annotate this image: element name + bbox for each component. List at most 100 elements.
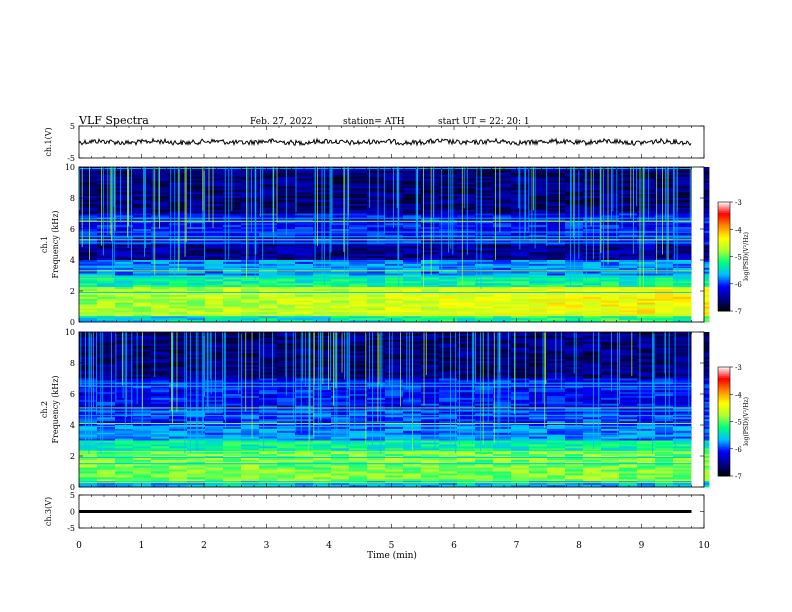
spectro-cell — [385, 296, 404, 300]
spectro-cell — [457, 372, 476, 375]
spectro-cell — [277, 236, 296, 240]
spectro-cell — [79, 376, 98, 379]
spectro-cell — [295, 184, 314, 187]
spectro-cell — [241, 314, 260, 317]
spectro-cell — [529, 343, 548, 346]
spectro-cell — [349, 221, 368, 224]
spectro-cell — [583, 174, 602, 178]
spectro-cell — [205, 343, 224, 346]
spectro-cell — [475, 423, 494, 426]
spectro-cell — [295, 198, 314, 201]
spectro-cell — [655, 310, 674, 313]
spectro-cell — [583, 207, 602, 210]
spectro-cell — [583, 219, 602, 222]
spectro-cell — [79, 254, 98, 257]
spectro-cell — [583, 285, 602, 288]
spectro-cell — [583, 176, 602, 179]
spectro-cell — [277, 246, 296, 249]
spectro-cell — [547, 392, 566, 395]
spectro-cell — [367, 397, 386, 401]
spectro-cell — [547, 428, 566, 432]
spectro-cell — [79, 281, 98, 284]
spectro-cell — [529, 364, 548, 368]
spectro-cell — [151, 376, 170, 379]
spectro-cell — [331, 318, 350, 321]
spectro-cell — [169, 399, 188, 403]
spectro-cell — [223, 227, 242, 230]
spectro-cell — [79, 211, 98, 214]
spectro-cell — [637, 401, 656, 405]
spectro-cell — [511, 353, 530, 356]
spectro-cell — [547, 419, 566, 422]
spectro-cell — [529, 395, 548, 399]
spectro-cell — [133, 279, 152, 282]
spectro-cell — [331, 205, 350, 209]
spectro-cell — [295, 287, 314, 290]
spectro-cell — [205, 304, 224, 307]
spectro-cell — [97, 277, 116, 280]
spectro-cell — [151, 403, 170, 406]
spectro-cell — [457, 390, 476, 393]
spectro-cell — [421, 351, 440, 354]
spectro-cell — [115, 188, 134, 191]
spectro-cell — [583, 182, 602, 185]
spectro-cell — [493, 271, 512, 274]
spectro-cell — [277, 296, 296, 300]
spectro-cell — [241, 192, 260, 195]
spectro-cell — [421, 236, 440, 240]
spectro-cell — [385, 384, 404, 387]
spectro-cell — [457, 209, 476, 212]
spectro-cell — [421, 310, 440, 313]
spectro-cell — [223, 392, 242, 395]
spectro-cell — [277, 302, 296, 305]
spectro-cell — [79, 355, 98, 358]
spectro-cell — [259, 232, 278, 236]
spectro-cell — [673, 355, 692, 358]
spectro-cell — [439, 392, 458, 395]
spectro-cell — [115, 378, 134, 381]
spectro-cell — [673, 192, 692, 195]
spectro-cell — [439, 359, 458, 362]
spectro-cell — [367, 234, 386, 238]
spectro-cell — [511, 281, 530, 284]
spectro-cell — [493, 314, 512, 317]
spectro-cell — [241, 316, 260, 319]
spectro-cell — [637, 229, 656, 232]
spectro-cell — [205, 229, 224, 232]
spectro-cell — [421, 168, 440, 172]
spectro-cell — [313, 411, 332, 414]
spectro-cell — [205, 341, 224, 344]
spectro-cell — [421, 335, 440, 339]
spectro-cell — [403, 263, 422, 267]
spectro-cell — [475, 232, 494, 236]
spectro-cell — [115, 419, 134, 422]
spectro-cell — [259, 190, 278, 193]
spectro-cell — [529, 353, 548, 356]
spectro-cell — [403, 192, 422, 195]
spectro-cell — [151, 188, 170, 191]
spectro-cell — [529, 423, 548, 426]
spectro-cell — [655, 267, 674, 271]
spectro-cell — [529, 374, 548, 377]
spectro-cell — [529, 300, 548, 303]
spectro-cell — [529, 186, 548, 189]
spectro-cell — [187, 314, 206, 317]
spectro-cell — [529, 182, 548, 185]
spectro-cell — [385, 304, 404, 307]
spectro-cell — [655, 378, 674, 381]
spectro-cell — [223, 426, 242, 430]
spectro-cell — [241, 364, 260, 368]
spectro-cell — [241, 174, 260, 178]
spectro-cell — [367, 194, 386, 197]
spectro-cell — [565, 298, 584, 302]
spectro-cell — [349, 357, 368, 360]
spectro-cell — [295, 368, 314, 372]
spectro-cell — [187, 176, 206, 179]
spectro-cell — [169, 316, 188, 319]
spectro-cell — [331, 232, 350, 236]
spectro-cell — [115, 248, 134, 251]
spectro-cell — [115, 407, 134, 410]
spectro-cell — [421, 388, 440, 391]
spectro-cell — [475, 370, 494, 374]
spectro-cell — [331, 394, 350, 397]
